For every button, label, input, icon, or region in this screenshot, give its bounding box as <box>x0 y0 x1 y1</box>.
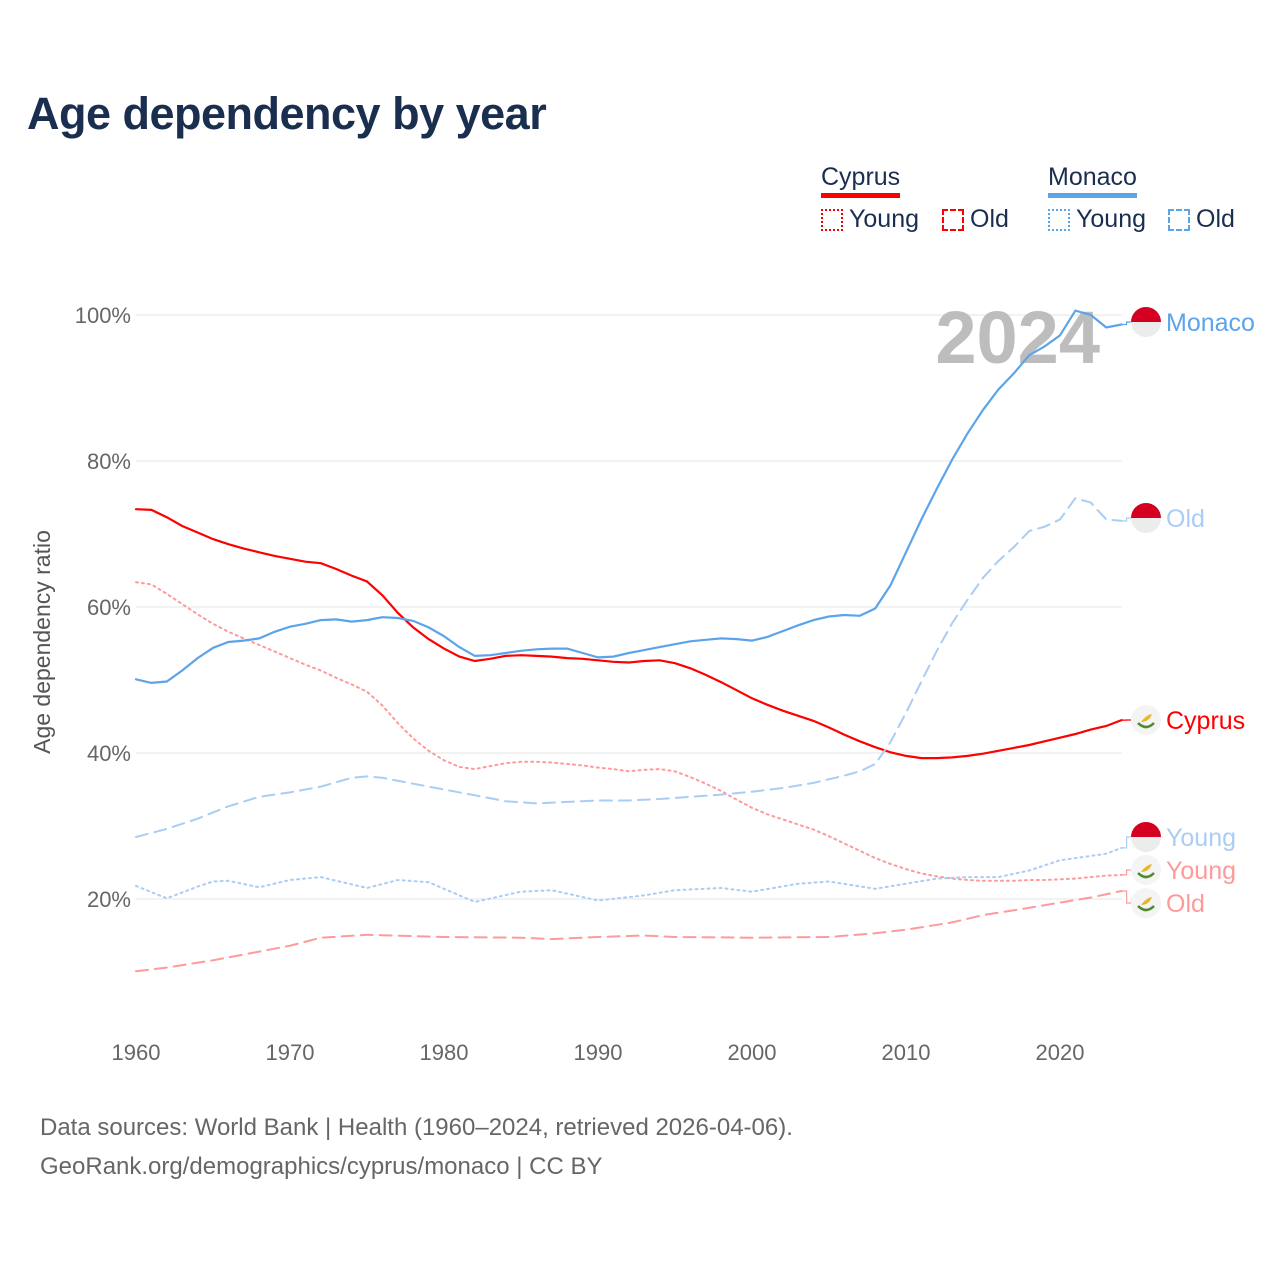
y-axis-label: Age dependency ratio <box>29 530 55 754</box>
dashed-line-swatch-icon <box>942 208 964 231</box>
legend-label: Young <box>849 205 919 233</box>
x-tick-label: 2000 <box>728 1040 777 1065</box>
series-end-label: Old <box>1166 890 1205 918</box>
legend-label: Old <box>970 205 1009 233</box>
series-line-monaco <box>134 309 1123 685</box>
y-tick-label: 80% <box>87 449 131 474</box>
y-tick-label: 20% <box>87 887 131 912</box>
label-connector <box>1121 836 1133 849</box>
x-tick-label: 2010 <box>882 1040 931 1065</box>
dotted-line-swatch-icon <box>1048 208 1070 231</box>
series-line-cyprus-old <box>135 890 1123 973</box>
legend-label: Old <box>1196 205 1235 233</box>
cyprus-flag-icon <box>1131 855 1161 885</box>
series-end-label: Young <box>1166 857 1236 885</box>
series-end-label: Young <box>1166 824 1236 852</box>
series-line-cyprus-young <box>135 581 1123 882</box>
label-connector <box>1121 517 1133 522</box>
y-tick-label: 100% <box>75 303 131 328</box>
legend-color-bar <box>821 193 901 198</box>
y-tick-label: 40% <box>87 741 131 766</box>
x-tick-label: 1980 <box>420 1040 469 1065</box>
x-tick-label: 1990 <box>574 1040 623 1065</box>
legend-country-label: Cyprus <box>821 163 901 191</box>
source-note: Data sources: World Bank | Health (1960–… <box>40 1108 793 1186</box>
monaco-flag-icon <box>1131 307 1161 337</box>
legend-cyprus-young[interactable]: Young <box>821 205 919 234</box>
series-end-label: Cyprus <box>1166 707 1245 735</box>
legend-monaco-old[interactable]: Old <box>1168 205 1235 234</box>
y-tick-label: 60% <box>87 595 131 620</box>
label-connector <box>1121 321 1133 326</box>
source-link[interactable]: GeoRank.org/demographics/cyprus/monaco |… <box>40 1153 603 1180</box>
monaco-flag-icon <box>1131 503 1161 533</box>
legend-color-bar <box>1048 193 1137 198</box>
series-end-label: Old <box>1166 505 1205 533</box>
dashed-line-swatch-icon <box>1168 208 1190 231</box>
source-line: Data sources: World Bank | Health (1960–… <box>40 1114 793 1141</box>
label-connector <box>1121 890 1133 904</box>
series-line-monaco-old <box>135 497 1123 838</box>
monaco-flag-icon <box>1131 822 1161 852</box>
series-line-monaco-young <box>135 846 1123 903</box>
series-end-label: Monaco <box>1166 309 1255 337</box>
legend-country-monaco[interactable]: Monaco <box>1048 163 1137 200</box>
label-connector <box>1121 869 1133 876</box>
year-watermark: 2024 <box>935 296 1100 379</box>
series-line-cyprus <box>134 508 1123 760</box>
dotted-line-swatch-icon <box>821 208 843 231</box>
legend-country-cyprus[interactable]: Cyprus <box>821 163 901 200</box>
x-tick-label: 1970 <box>266 1040 315 1065</box>
x-tick-label: 1960 <box>112 1040 161 1065</box>
chart-title: Age dependency by year <box>27 88 547 139</box>
legend-country-label: Monaco <box>1048 163 1137 191</box>
legend-label: Young <box>1076 205 1146 233</box>
x-tick-label: 2020 <box>1036 1040 1085 1065</box>
legend-monaco-young[interactable]: Young <box>1048 205 1146 234</box>
cyprus-flag-icon <box>1131 888 1161 918</box>
legend-cyprus-old[interactable]: Old <box>942 205 1009 234</box>
cyprus-flag-icon <box>1131 705 1161 735</box>
